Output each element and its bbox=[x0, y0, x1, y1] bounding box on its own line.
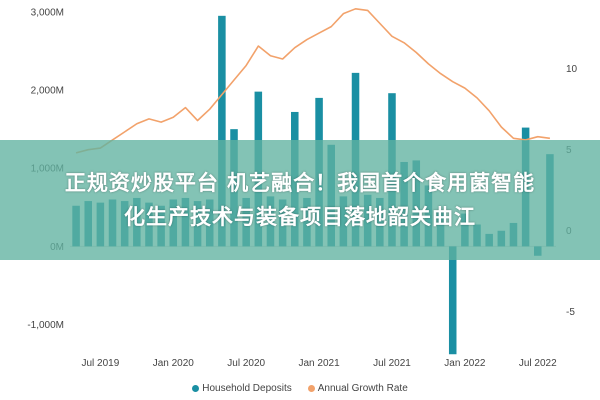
legend-marker-household-deposits bbox=[192, 384, 200, 392]
x-tick-label: Jul 2019 bbox=[81, 358, 119, 369]
bar-household-deposits bbox=[218, 15, 226, 247]
line-path-annual-growth-rate bbox=[75, 8, 551, 154]
x-tick-label: Jan 2022 bbox=[444, 358, 486, 369]
legend-marker-annual-growth-rate bbox=[307, 384, 315, 392]
legend-label-annual-growth-rate: Annual Growth Rate bbox=[317, 382, 408, 394]
x-tick-label: Jan 2021 bbox=[298, 358, 340, 369]
y-left-tick-label: 2,000M bbox=[31, 86, 64, 97]
x-axis-ticks: Jul 2019 Jan 2020 Jul 2020 Jan 2021 Jul 2021… bbox=[81, 358, 557, 369]
legend-label-household-deposits: Household Deposits bbox=[202, 382, 292, 394]
legend-item-household-deposits[interactable]: Household Deposits bbox=[192, 383, 292, 394]
headline-line-1: 正规资炒股平台 机艺融合！我国首个食用菌智能 bbox=[64, 171, 536, 195]
y-left-tick-label: -1,000M bbox=[27, 320, 64, 331]
x-tick-label: Jul 2020 bbox=[227, 358, 265, 369]
headline-banner[interactable]: 正规资炒股平台 机艺融合！我国首个食用菌智能 化生产技术与装备项目落地韶关曲江 bbox=[0, 140, 600, 260]
x-tick-label: Jul 2021 bbox=[373, 358, 411, 369]
x-tick-label: Jul 2022 bbox=[519, 358, 557, 369]
legend: Household Deposits Annual Growth Rate bbox=[0, 380, 600, 396]
headline-line-2: 化生产技术与装备项目落地韶关曲江 bbox=[124, 205, 476, 229]
bar-household-deposits bbox=[448, 246, 457, 355]
y-right-tick-label: 10 bbox=[566, 64, 578, 75]
y-right-tick-label: -5 bbox=[566, 307, 575, 318]
line-annual-growth-rate bbox=[75, 8, 551, 154]
y-left-tick-label: 3,000M bbox=[31, 7, 64, 18]
legend-item-annual-growth-rate[interactable]: Annual Growth Rate bbox=[307, 382, 408, 394]
x-tick-label: Jan 2020 bbox=[153, 358, 195, 369]
